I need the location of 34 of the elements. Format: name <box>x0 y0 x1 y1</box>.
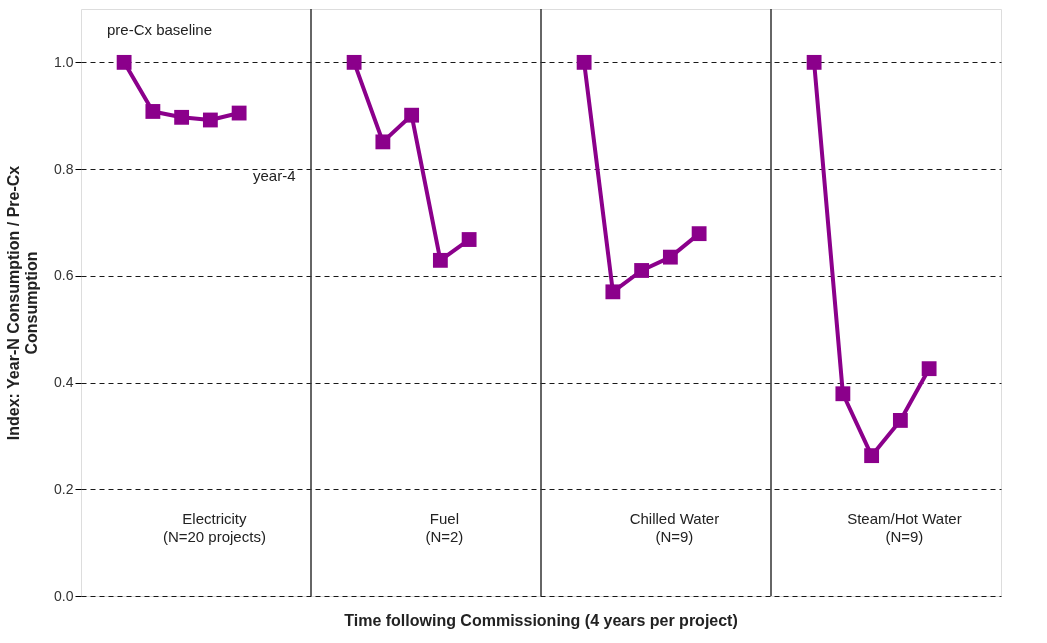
point <box>864 448 880 464</box>
annotation: Electricity (N=20 projects) <box>162 510 266 545</box>
y-tick-label: 0.0 <box>54 587 74 604</box>
point <box>202 112 218 128</box>
annotation: Fuel (N=2) <box>425 510 464 545</box>
point <box>461 232 477 247</box>
point <box>404 107 420 123</box>
point <box>116 54 132 70</box>
annotation: Chilled Water (N=9) <box>629 510 720 545</box>
point <box>576 54 592 70</box>
point <box>835 386 851 402</box>
point <box>691 226 707 242</box>
point <box>145 104 161 119</box>
annotation: pre-Cx baseline <box>107 21 213 38</box>
point <box>892 413 908 428</box>
annotation: Steam/Hot Water (N=9) <box>847 510 962 545</box>
point <box>605 284 621 300</box>
point <box>174 109 190 125</box>
annotation: year-4 <box>253 167 296 184</box>
point <box>346 54 362 70</box>
point <box>662 249 678 265</box>
y-tick-label: 1.0 <box>54 53 74 70</box>
point <box>806 54 822 70</box>
x-axis-title: Time following Commissioning (4 years per project) <box>344 612 738 629</box>
point <box>634 263 650 278</box>
y-tick-label: 0.6 <box>54 267 74 284</box>
point <box>921 361 937 377</box>
y-tick-label: 0.4 <box>54 374 74 391</box>
y-axis-title: Index: Year-N Consumption / Pre-Cx Consumption <box>5 165 41 441</box>
point <box>432 252 448 268</box>
y-tick-label: 0.8 <box>54 160 74 177</box>
point <box>231 105 247 121</box>
y-tick-label: 0.2 <box>54 480 74 497</box>
point <box>375 134 391 150</box>
